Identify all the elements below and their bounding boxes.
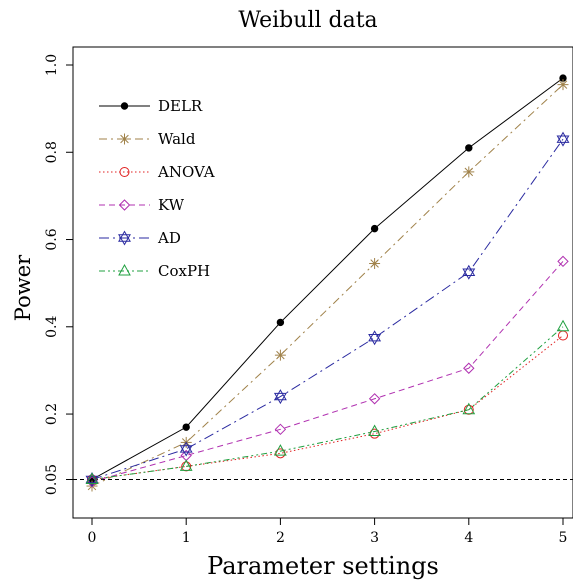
data-point-kw bbox=[557, 255, 569, 268]
x-axis-label: Parameter settings bbox=[207, 552, 439, 580]
x-tick-label: 1 bbox=[182, 530, 191, 546]
series-line-delr bbox=[91, 77, 564, 480]
data-point-wald bbox=[557, 79, 569, 91]
y-tick-label: 0.05 bbox=[44, 464, 60, 495]
series-line-wald bbox=[91, 84, 564, 487]
plot-frame bbox=[72, 46, 573, 519]
legend-label: CoxPH bbox=[158, 262, 210, 280]
legend-marker bbox=[120, 102, 129, 110]
legend-marker bbox=[119, 133, 130, 145]
legend-item-delr: DELR bbox=[99, 97, 203, 115]
data-point-delr bbox=[276, 318, 285, 327]
data-point-wald bbox=[463, 166, 475, 178]
y-tick-label: 0.8 bbox=[44, 141, 60, 163]
data-point-kw bbox=[368, 393, 381, 405]
legend-label: AD bbox=[157, 229, 181, 247]
data-point-kw bbox=[463, 362, 475, 374]
data-point-ad bbox=[368, 330, 382, 346]
y-tick-label: 1.0 bbox=[44, 54, 60, 76]
data-point-delr bbox=[465, 144, 473, 152]
data-point-delr bbox=[182, 423, 190, 431]
y-tick-label: 0.6 bbox=[44, 228, 60, 250]
data-point-wald bbox=[369, 258, 381, 270]
x-tick-label: 0 bbox=[88, 530, 97, 546]
data-point-coxph bbox=[179, 459, 193, 471]
series-line-anova bbox=[91, 335, 564, 480]
chart-title: Weibull data bbox=[238, 8, 377, 33]
x-tick-label: 5 bbox=[559, 530, 568, 546]
data-point-delr bbox=[370, 224, 379, 233]
data-point-coxph bbox=[462, 402, 476, 415]
y-tick-label: 0.4 bbox=[44, 316, 60, 338]
data-point-anova bbox=[558, 330, 568, 341]
data-point-ad bbox=[556, 131, 570, 147]
data-point-wald bbox=[274, 349, 286, 361]
legend-item-anova: ANOVA bbox=[99, 163, 215, 181]
legend-item-ad: AD bbox=[99, 229, 181, 247]
x-tick-label: 2 bbox=[276, 530, 285, 546]
legend-marker bbox=[118, 263, 131, 276]
legend-marker bbox=[119, 167, 130, 177]
data-point-kw bbox=[274, 423, 287, 436]
series-line-coxph bbox=[91, 326, 564, 480]
legend-item-wald: Wald bbox=[99, 130, 196, 148]
legend-label: DELR bbox=[158, 97, 203, 115]
legend: DELR Wald ANOVA KW AD CoxPH bbox=[99, 97, 215, 280]
legend-marker bbox=[118, 230, 131, 246]
series-line-ad bbox=[91, 138, 564, 480]
data-point-ad bbox=[462, 264, 476, 280]
data-point-coxph bbox=[556, 319, 570, 332]
data-point-ad bbox=[273, 389, 287, 405]
legend-marker bbox=[118, 199, 131, 211]
legend-label: ANOVA bbox=[157, 163, 215, 181]
x-tick-label: 4 bbox=[464, 530, 473, 546]
data-point-ad bbox=[179, 441, 193, 457]
data-point-coxph bbox=[368, 424, 381, 437]
legend-item-kw: KW bbox=[99, 196, 185, 214]
legend-label: KW bbox=[158, 196, 185, 214]
legend-item-coxph: CoxPH bbox=[99, 262, 210, 280]
y-tick-label: 0.2 bbox=[44, 403, 60, 425]
legend-label: Wald bbox=[158, 130, 196, 148]
data-point-coxph bbox=[85, 472, 99, 484]
x-tick-label: 3 bbox=[370, 530, 379, 546]
y-axis-label: Power bbox=[11, 254, 35, 321]
data-point-coxph bbox=[274, 444, 287, 456]
series-line-kw bbox=[91, 261, 564, 483]
